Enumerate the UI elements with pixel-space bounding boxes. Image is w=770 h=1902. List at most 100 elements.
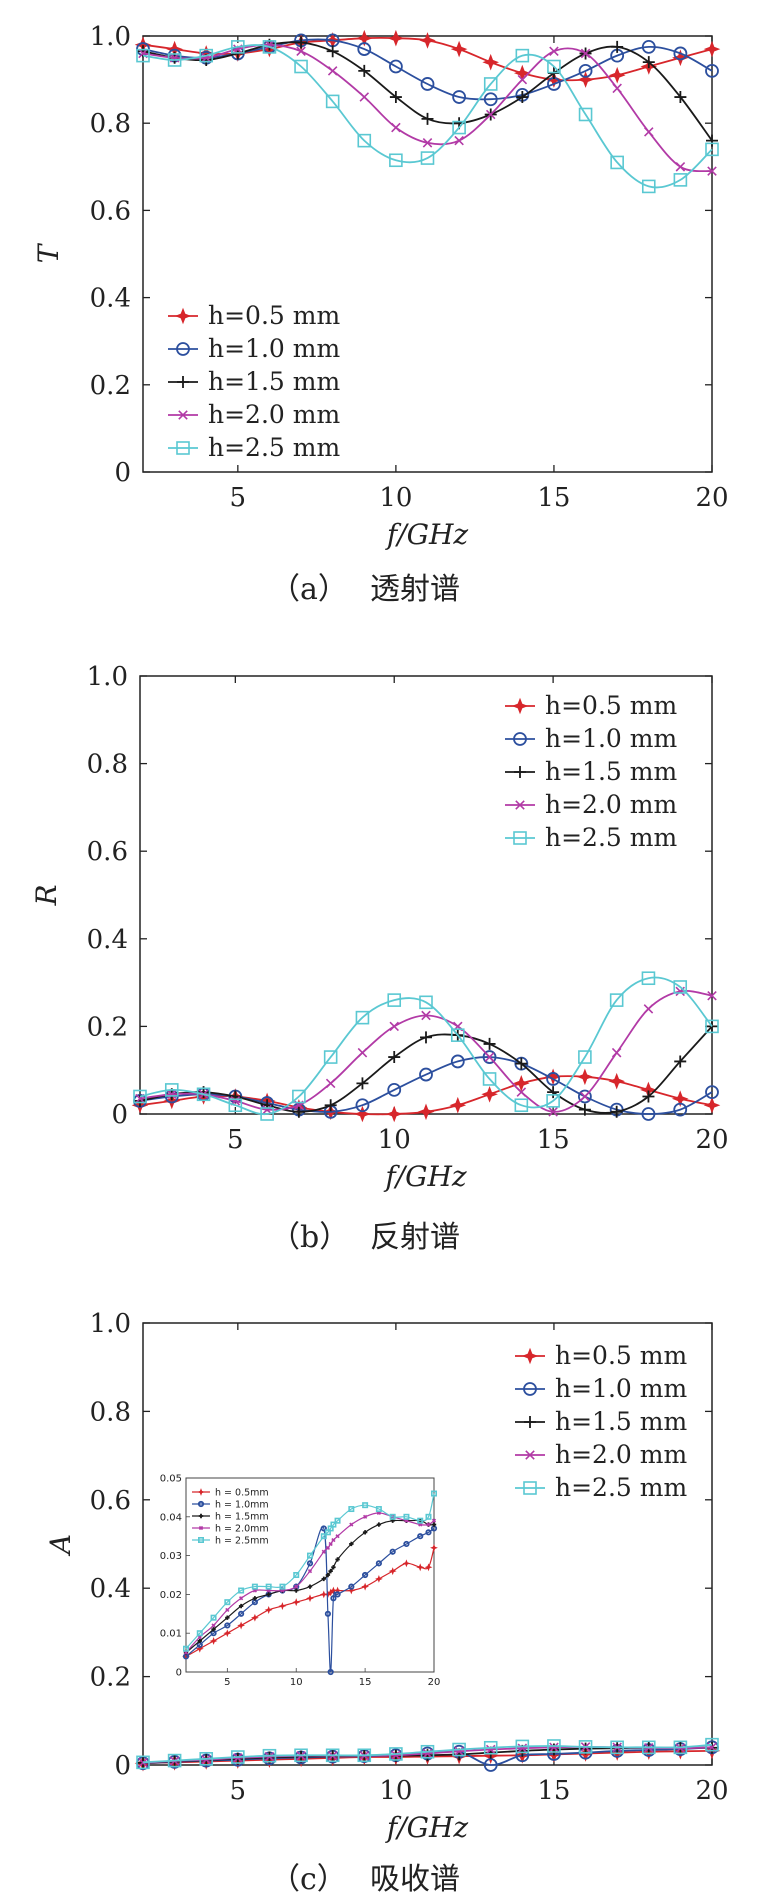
data-point bbox=[231, 1750, 245, 1764]
legend: h=0.5 mm h=1.0 mm h=1.5 mm h=2.0 mm h=2.5 mm bbox=[505, 691, 677, 852]
inset-data-point bbox=[330, 1521, 337, 1528]
data-point bbox=[419, 995, 433, 1010]
caption-text: 反射谱 bbox=[370, 1220, 460, 1255]
data-point bbox=[391, 1750, 401, 1761]
legend-marker bbox=[515, 800, 525, 810]
inset-data-point bbox=[402, 1559, 411, 1568]
inset-data-point bbox=[430, 1543, 438, 1552]
legend-entry: h=2.0 mm bbox=[555, 1440, 687, 1469]
x-axis-label: f/GHz bbox=[383, 1160, 467, 1193]
legend-entry: h=0.5 mm bbox=[555, 1341, 687, 1370]
data-point bbox=[703, 40, 721, 58]
data-point bbox=[674, 1055, 687, 1068]
y-tick-label: 0 bbox=[114, 458, 131, 488]
data-point bbox=[512, 1074, 530, 1092]
caption-letter: （a） bbox=[270, 572, 348, 607]
data-point bbox=[231, 40, 245, 54]
inset-data-point bbox=[334, 1591, 341, 1598]
data-point bbox=[580, 48, 591, 59]
inset-data-point bbox=[306, 1552, 313, 1559]
inset-data-point bbox=[362, 1502, 369, 1509]
inset-legend-entry: h = 1.5mm bbox=[215, 1512, 269, 1523]
legend-marker bbox=[177, 376, 189, 388]
data-point bbox=[483, 1758, 498, 1772]
y-tick-label: 0.6 bbox=[90, 1486, 131, 1516]
inset-data-point bbox=[225, 1607, 230, 1613]
data-point bbox=[672, 49, 689, 67]
data-point bbox=[452, 1742, 466, 1757]
inset-data-point bbox=[375, 1506, 382, 1513]
inset-data-point bbox=[324, 1610, 332, 1617]
inset-data-point bbox=[211, 1623, 216, 1628]
data-point bbox=[644, 127, 654, 137]
data-point bbox=[294, 59, 308, 74]
inset-legend-entry: h = 0.5mm bbox=[215, 1488, 269, 1499]
inset-legend-marker bbox=[197, 1500, 205, 1508]
inset-data-point bbox=[239, 1596, 244, 1601]
data-point bbox=[641, 1740, 656, 1755]
data-point bbox=[327, 66, 338, 76]
x-tick-label: 5 bbox=[230, 483, 247, 513]
legend-marker bbox=[513, 732, 527, 746]
data-point bbox=[199, 1752, 214, 1766]
inset-data-point bbox=[330, 1595, 337, 1602]
panel-b: 0 0.2 0.4 0.6 0.8 1.0 5 10 15 20 f/GHz Rh=0.5 mm h=1… bbox=[30, 662, 729, 1255]
data-point bbox=[167, 53, 182, 67]
inset-data-point bbox=[294, 1588, 299, 1593]
data-point bbox=[642, 56, 655, 69]
y-tick-label: 1.0 bbox=[90, 22, 131, 52]
y-tick-label: 0.6 bbox=[90, 196, 131, 226]
inset-data-point bbox=[361, 1582, 369, 1591]
inset-data-point bbox=[224, 1622, 231, 1629]
data-point bbox=[296, 46, 306, 57]
inset-legend-marker bbox=[198, 1513, 204, 1519]
series-line bbox=[142, 44, 713, 189]
inset-data-point bbox=[328, 1541, 333, 1547]
data-point bbox=[547, 1086, 560, 1099]
y-tick-label: 0.2 bbox=[90, 371, 131, 401]
data-point bbox=[481, 1086, 498, 1103]
data-point bbox=[385, 1105, 403, 1123]
y-tick-label: 0.8 bbox=[90, 109, 131, 139]
inset-data-point bbox=[224, 1599, 231, 1606]
inset-data-point bbox=[326, 1588, 335, 1597]
data-point bbox=[389, 91, 402, 104]
data-point bbox=[485, 1744, 496, 1755]
data-point bbox=[388, 59, 403, 74]
data-point bbox=[673, 1740, 688, 1755]
inset-data-point bbox=[335, 1534, 340, 1539]
inset-data-point bbox=[389, 1548, 396, 1555]
data-point bbox=[482, 1050, 497, 1064]
data-point bbox=[450, 1054, 465, 1069]
legend-marker bbox=[525, 1450, 535, 1460]
data-point bbox=[324, 1099, 337, 1112]
legend-marker bbox=[511, 697, 529, 715]
data-point bbox=[483, 1037, 496, 1050]
inset-data-point bbox=[278, 1602, 287, 1611]
inset-data-point bbox=[403, 1513, 410, 1520]
inset-data-point bbox=[196, 1630, 203, 1637]
data-point bbox=[514, 1098, 529, 1113]
data-point bbox=[358, 64, 371, 77]
legend-entry: h=0.5 mm bbox=[208, 301, 340, 330]
data-point bbox=[420, 1744, 435, 1759]
y-tick-label: 0.4 bbox=[87, 925, 128, 955]
series-line bbox=[142, 1743, 713, 1764]
y-tick-label: 1.0 bbox=[90, 1309, 131, 1339]
y-axis-label: A bbox=[44, 1534, 77, 1557]
data-point bbox=[260, 1107, 274, 1121]
legend-entry: h=1.5 mm bbox=[545, 757, 677, 786]
caption-text: 透射谱 bbox=[370, 572, 460, 607]
panel-c: 0 0.2 0.4 0.6 0.8 1.0 5 10 15 20 f/GHz Ah=0.5 mm h=1… bbox=[44, 1309, 729, 1897]
y-tick-label: 1.0 bbox=[87, 662, 128, 692]
data-point bbox=[578, 107, 593, 122]
data-point bbox=[420, 77, 435, 91]
data-point bbox=[323, 1050, 338, 1064]
inset-data-point bbox=[425, 1513, 432, 1520]
legend-marker bbox=[513, 831, 527, 845]
data-point bbox=[675, 162, 686, 172]
data-point bbox=[391, 122, 401, 133]
data-point bbox=[516, 1087, 527, 1097]
data-point bbox=[611, 1047, 622, 1058]
